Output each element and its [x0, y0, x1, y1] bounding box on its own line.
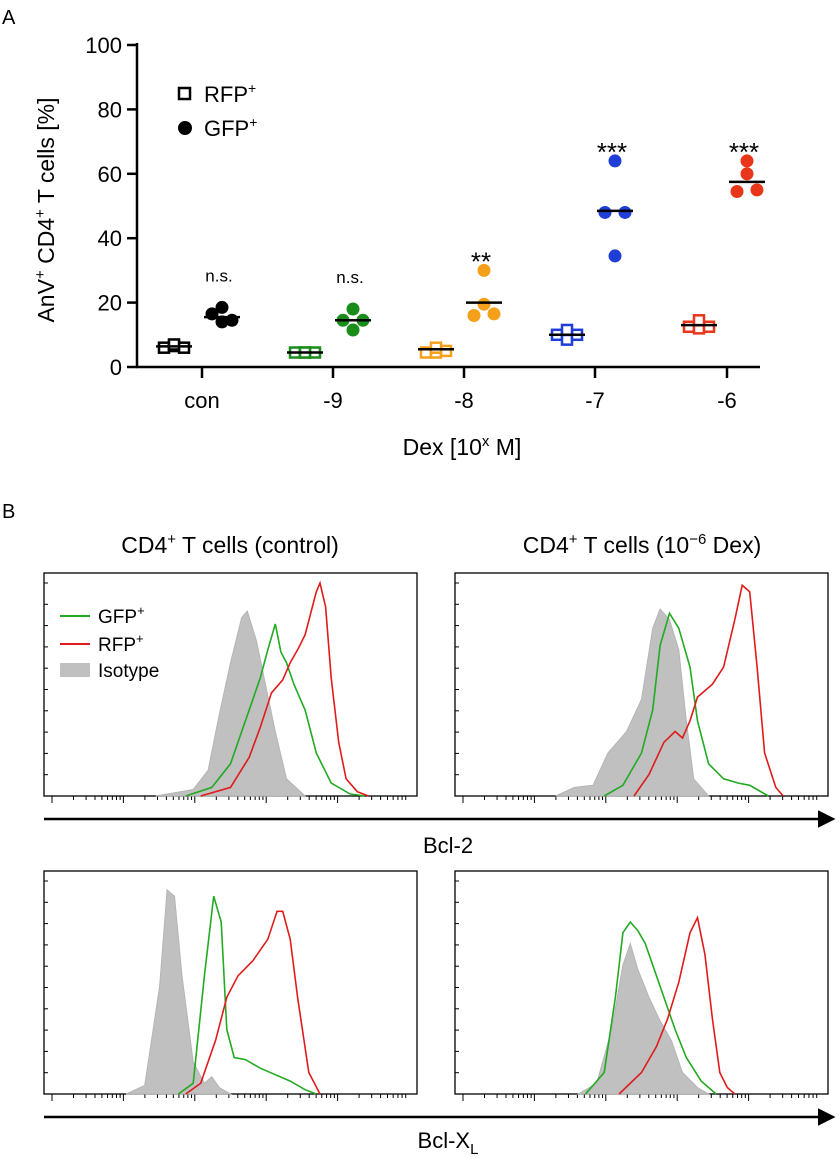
histogram-frame [43, 870, 418, 1095]
x-tick-label: -8 [454, 388, 474, 413]
significance-annotation: n.s. [205, 266, 232, 285]
rfp-data-point [692, 314, 706, 327]
gfp-data-point [477, 297, 491, 311]
panel-a-label: A [2, 7, 16, 29]
gfp-data-point [618, 205, 632, 219]
bclxl-axis-label: Bcl-XL [418, 1128, 479, 1158]
bcl2-axis-label: Bcl-2 [423, 833, 473, 858]
significance-annotation: *** [597, 137, 627, 167]
significance-annotation: *** [729, 137, 759, 167]
gfp-data-point [467, 308, 481, 322]
rfp-data-point [167, 338, 181, 351]
y-tick-label: 20 [98, 291, 122, 316]
gfp-histogram-line [603, 611, 769, 797]
legend-gfp-label: GFP+ [204, 114, 257, 141]
rfp-data-point [439, 344, 453, 358]
gfp-histogram-line [584, 920, 717, 1095]
gfp-histogram-line [185, 623, 365, 797]
legend-filled-circle-marker [178, 121, 192, 135]
rfp-data-point [429, 341, 443, 354]
panel-a-x-axis-title: Dex [10x M] [403, 433, 522, 460]
gfp-data-point [730, 185, 744, 199]
histogram-panel [43, 572, 418, 803]
y-tick-label: 100 [85, 33, 122, 58]
isotype-histogram [155, 610, 307, 797]
gfp-data-point [215, 315, 229, 329]
gfp-histogram-line [177, 895, 317, 1095]
y-tick-label: 60 [98, 162, 122, 187]
panel-b-histograms [43, 572, 829, 1101]
gfp-data-point [740, 154, 754, 168]
panel-a-y-ticks: 0 20 40 60 80 100 [85, 33, 137, 380]
panel-b-title-control: CD4+ T cells (control) [121, 531, 339, 558]
isotype-histogram [576, 941, 711, 1095]
y-tick-label: 40 [98, 226, 122, 251]
y-tick-label: 80 [98, 97, 122, 122]
legend-isotype-swatch [60, 663, 90, 677]
rfp-histogram-line [618, 915, 736, 1095]
histogram-panel [454, 870, 829, 1101]
rfp-data-point [560, 323, 574, 337]
histogram-panel [43, 870, 418, 1101]
gfp-data-point [346, 323, 360, 337]
panel-b-title-dex: CD4+ T cells (10−6 Dex) [523, 531, 762, 558]
rfp-histogram-line [185, 910, 321, 1095]
isotype-histogram [125, 888, 233, 1095]
legend-gfp-text: GFP+ [98, 603, 145, 628]
rfp-histogram-line [200, 580, 369, 797]
x-tick-label: -9 [323, 388, 343, 413]
histogram-panel [454, 572, 829, 803]
significance-annotation: ** [471, 246, 491, 276]
gfp-data-point [750, 183, 764, 197]
panel-a-significance-annotations: n.s. n.s.***** *** [205, 137, 759, 287]
gfp-data-point [598, 205, 612, 219]
panel-b-label: B [2, 501, 15, 523]
x-tick-label: con [184, 388, 219, 413]
panel-a-legend: RFP+ GFP+ [177, 80, 257, 141]
gfp-data-point [215, 300, 229, 314]
gfp-data-point [225, 313, 239, 327]
significance-annotation: n.s. [336, 268, 363, 287]
rfp-data-point [177, 341, 191, 354]
rfp-data-point [682, 320, 696, 333]
x-tick-label: -7 [585, 388, 605, 413]
legend-isotype-text: Isotype [98, 661, 159, 682]
legend-rfp-text: RFP+ [98, 631, 144, 656]
rfp-data-point [702, 320, 716, 333]
isotype-histogram [555, 608, 710, 797]
panel-a-axes [135, 43, 760, 369]
panel-a-x-ticks: con -9 -8 -7 -6 [184, 367, 737, 413]
rfp-data-point [157, 341, 171, 354]
gfp-data-point [608, 249, 622, 263]
rfp-histogram-line [633, 583, 784, 797]
panel-a-data-points [156, 154, 765, 359]
legend-rfp-label: RFP+ [204, 80, 256, 107]
panel-a-y-axis-title: AnV+ CD4+ T cells [%] [32, 97, 59, 322]
gfp-data-point [487, 307, 501, 321]
gfp-data-point [346, 302, 360, 316]
panel-b-legend: GFP+ RFP+ Isotype [60, 603, 159, 682]
legend-open-square-marker [177, 86, 192, 101]
gfp-data-point [477, 263, 491, 277]
y-tick-label: 0 [110, 355, 122, 380]
gfp-data-point [608, 154, 622, 168]
gfp-data-point [740, 167, 754, 181]
x-tick-label: -6 [717, 388, 737, 413]
